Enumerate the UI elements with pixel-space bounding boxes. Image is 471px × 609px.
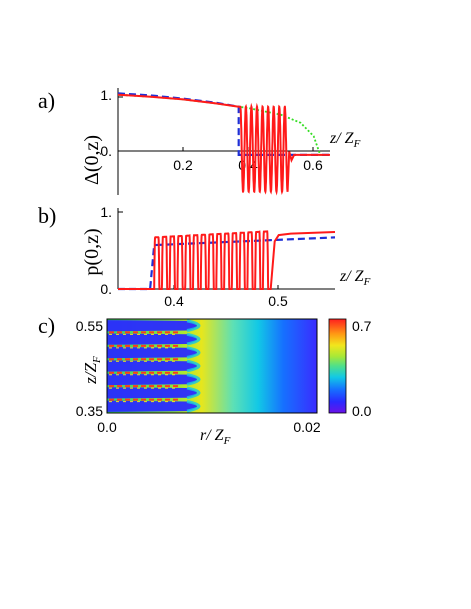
heatmap-finger [107, 320, 197, 332]
heatmap-finger [107, 400, 197, 412]
panel-c-xtick-0: 0.0 [97, 419, 117, 435]
panel-c-ytick-bottom: 0.35 [76, 403, 103, 419]
panel-a-ytick-0: 0. [100, 143, 112, 159]
panel-c-xtick-002: 0.02 [293, 419, 320, 435]
panel-a-series-dashed-blue [117, 92, 330, 156]
heatmap-finger-edge [186, 386, 201, 400]
colorbar: 0.7 0.0 [328, 318, 372, 419]
heatmap-finger [107, 333, 197, 345]
panel-a: a) Δ(0,z) 1. 0. 0.2 0.4 0.6 z/ ZF [38, 87, 361, 196]
panel-c: c) z/ZF 0.55 0.35 0.0 0.02 r/ ZF 0.7 0.0 [38, 313, 372, 447]
panel-a-xtick-0.2: 0.2 [173, 157, 193, 173]
colorbar-tick-max: 0.7 [352, 318, 372, 334]
panel-b-ytick-0: 0. [100, 281, 112, 297]
panel-c-xlabel: r/ ZF [200, 427, 231, 447]
heatmap-finger-edge [186, 400, 201, 413]
heatmap-finger [107, 373, 197, 386]
panel-b-xtick-0.4: 0.4 [164, 293, 184, 309]
panel-b-plot [118, 230, 336, 291]
panel-c-ylabel: z/ZF [81, 356, 103, 385]
panel-a-ytick-1: 1. [100, 87, 112, 103]
panel-b-label: b) [38, 203, 56, 228]
heatmap-finger [107, 346, 197, 359]
panel-c-ytick-top: 0.55 [76, 318, 103, 334]
panel-b-ylabel: p(0,z) [81, 228, 103, 275]
heatmap [106, 318, 318, 414]
heatmap-finger-edge [186, 332, 201, 346]
heatmap-finger-edge [186, 319, 201, 332]
panel-a-label: a) [38, 88, 55, 113]
panel-b-series-solid-red [118, 230, 336, 290]
heatmap-frame [106, 318, 318, 414]
panel-b-ytick-1: 1. [100, 204, 112, 220]
panel-b-xtick-0.5: 0.5 [268, 293, 288, 309]
panel-a-xlabel: z/ ZF [329, 130, 361, 150]
panel-b: b) p(0,z) 1. 0. 0.4 0.5 z/ ZF [38, 203, 371, 309]
panel-b-xlabel: z/ ZF [339, 268, 371, 288]
panel-a-ylabel: Δ(0,z) [81, 135, 103, 185]
heatmap-stripes [107, 319, 201, 413]
panel-a-series-solid-red [117, 93, 330, 196]
heatmap-finger-edge [186, 346, 201, 359]
colorbar-tick-min: 0.0 [352, 403, 372, 419]
panel-a-xtick-0.6: 0.6 [303, 157, 323, 173]
heatmap-finger-edge [186, 359, 201, 373]
panel-b-series-dashed-blue [118, 236, 336, 291]
colorbar-gradient [328, 318, 347, 414]
heatmap-finger [107, 387, 197, 399]
heatmap-finger [107, 360, 197, 372]
panel-a-plot [117, 92, 330, 196]
heatmap-finger-edge [186, 373, 201, 386]
panel-c-label: c) [38, 313, 55, 338]
